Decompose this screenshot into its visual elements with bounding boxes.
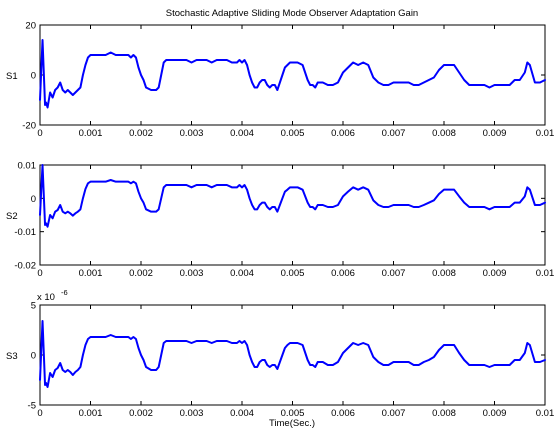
x-tick-label: 0.009 bbox=[483, 408, 507, 419]
x-tick-label: 0.003 bbox=[180, 128, 204, 139]
x-tick-label: 0.01 bbox=[536, 268, 555, 279]
x-tick-label: 0.001 bbox=[79, 408, 103, 419]
series-line-1 bbox=[39, 39, 546, 109]
series-line-1 bbox=[39, 320, 546, 388]
x-tick-label: 0.004 bbox=[230, 268, 254, 279]
x-tick-label: 0.006 bbox=[331, 408, 355, 419]
x-tick-label: 0.007 bbox=[382, 128, 406, 139]
x-tick-label: 0.01 bbox=[536, 128, 555, 139]
x-tick-label: 0.009 bbox=[483, 128, 507, 139]
x-tick-label: 0.005 bbox=[281, 128, 305, 139]
chart-title: Stochastic Adaptive Sliding Mode Observe… bbox=[166, 8, 418, 19]
x-tick-label: 0.008 bbox=[432, 408, 456, 419]
y-tick-label: -0.02 bbox=[14, 261, 36, 272]
y-tick-label: 0 bbox=[31, 351, 36, 362]
x-tick-label: 0.002 bbox=[129, 128, 153, 139]
x-tick-label: 0.002 bbox=[129, 408, 153, 419]
y-axis-label: S1 bbox=[6, 71, 18, 82]
y-axis-label: S2 bbox=[6, 211, 18, 222]
x-tick-label: 0.001 bbox=[79, 268, 103, 279]
y-tick-label: 0 bbox=[31, 194, 36, 205]
x-tick-label: 0.008 bbox=[432, 128, 456, 139]
x-tick-label: 0.004 bbox=[230, 408, 254, 419]
subplot-3: 0 0.001 0.002 0.003 0.004 0.005 0.006 0.007 0.00… bbox=[6, 288, 554, 419]
y-tick-label: 0.01 bbox=[18, 161, 37, 172]
x-tick-label: 0.007 bbox=[382, 268, 406, 279]
x-tick-label: 0.005 bbox=[281, 268, 305, 279]
y-multiplier: x 10 bbox=[37, 292, 55, 303]
subplot-1: 0 0.001 0.002 0.003 0.004 0.005 0.006 0.007 0.00… bbox=[6, 21, 554, 140]
x-tick-label: 0.005 bbox=[281, 408, 305, 419]
y-axis-label: S3 bbox=[6, 351, 18, 362]
x-tick-label: 0.001 bbox=[79, 128, 103, 139]
y-tick-label: -20 bbox=[22, 121, 36, 132]
y-multiplier-exponent: -6 bbox=[61, 288, 68, 297]
x-tick-label: 0.007 bbox=[382, 408, 406, 419]
y-tick-label: 5 bbox=[31, 301, 36, 312]
x-tick-label: 0 bbox=[37, 408, 42, 419]
x-tick-label: 0.003 bbox=[180, 408, 204, 419]
series-line-1 bbox=[39, 164, 546, 228]
subplot-2: 0 0.001 0.002 0.003 0.004 0.005 0.006 0.007 0.00… bbox=[6, 161, 554, 280]
x-tick-label: 0.009 bbox=[483, 268, 507, 279]
x-tick-label: 0 bbox=[37, 268, 42, 279]
x-tick-label: 0.002 bbox=[129, 268, 153, 279]
plot-area bbox=[39, 304, 546, 406]
x-tick-label: 0.003 bbox=[180, 268, 204, 279]
x-axis-label: Time(Sec.) bbox=[269, 418, 315, 429]
y-tick-label: 20 bbox=[25, 21, 36, 32]
y-tick-label: -0.01 bbox=[14, 227, 36, 238]
x-tick-label: 0.008 bbox=[432, 268, 456, 279]
x-tick-label: 0 bbox=[37, 128, 42, 139]
x-tick-label: 0.006 bbox=[331, 268, 355, 279]
x-tick-label: 0.01 bbox=[536, 408, 555, 419]
plot-area bbox=[39, 24, 546, 126]
x-tick-label: 0.004 bbox=[230, 128, 254, 139]
subplots: 0 0.001 0.002 0.003 0.004 0.005 0.006 0.007 0.00… bbox=[6, 21, 554, 420]
x-tick-label: 0.006 bbox=[331, 128, 355, 139]
plot-area bbox=[39, 164, 546, 266]
y-tick-label: -5 bbox=[28, 401, 36, 412]
y-tick-label: 0 bbox=[31, 71, 36, 82]
